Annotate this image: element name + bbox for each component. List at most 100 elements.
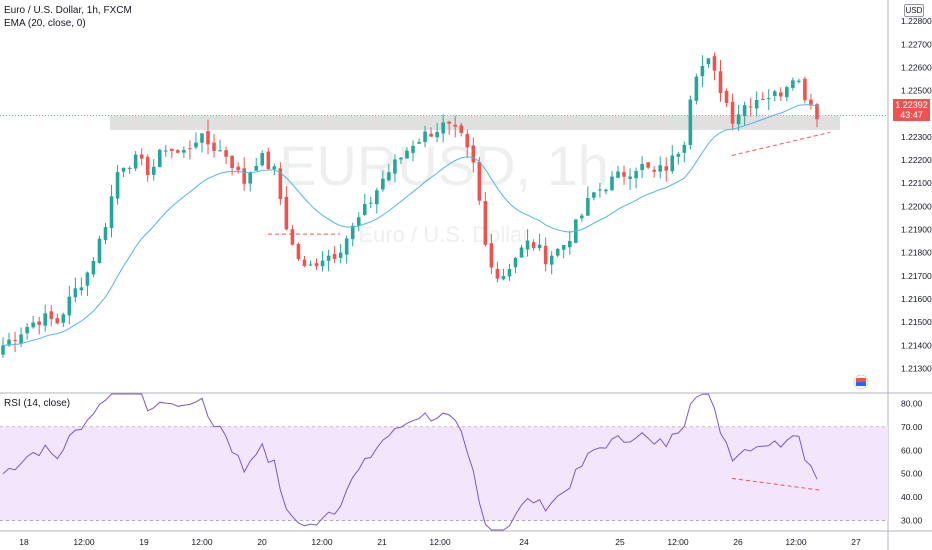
candle-body <box>139 154 144 159</box>
price-tick-label: 1.22700 <box>901 39 932 49</box>
candle-body <box>561 245 566 250</box>
candle-body <box>393 159 397 174</box>
candle-body <box>748 106 753 108</box>
countdown-timer: 43:47 <box>900 110 923 120</box>
candle-body <box>797 80 801 82</box>
candle-body <box>754 99 759 109</box>
currency-button[interactable]: USD <box>904 4 924 17</box>
rsi-pane <box>0 393 888 531</box>
price-tick-label: 1.21800 <box>901 248 932 258</box>
support-zone-rect <box>110 115 840 131</box>
rsi-band <box>0 426 888 521</box>
candle-body <box>236 166 240 171</box>
candle-body <box>254 165 259 171</box>
candle-body <box>549 255 554 265</box>
candle-body <box>700 65 705 77</box>
candle-body <box>646 162 650 168</box>
time-tick-label: 12:00 <box>191 537 213 547</box>
candle-body <box>543 245 548 265</box>
last-price-value: 1.22392 <box>895 100 928 110</box>
candle-body <box>170 148 174 151</box>
candle-body <box>586 198 590 216</box>
candle-body <box>519 247 524 258</box>
candle-body <box>712 56 717 71</box>
price-tick-label: 1.21600 <box>901 294 932 304</box>
price-tick-label: 1.21500 <box>901 317 932 327</box>
price-tick-label: 1.22300 <box>901 132 932 142</box>
candle-body <box>676 153 681 157</box>
rsi-tick-label: 70.00 <box>901 422 923 432</box>
ema-legend[interactable]: EMA (20, close, 0) <box>4 18 86 29</box>
time-tick-label: 25 <box>615 537 625 547</box>
candle-body <box>803 78 807 101</box>
candle-body <box>242 168 246 184</box>
candle-body <box>580 215 584 219</box>
candle-body <box>218 150 222 152</box>
candle-body <box>555 248 560 256</box>
candle-body <box>188 148 192 150</box>
rsi-legend[interactable]: RSI (14, close) <box>4 398 71 409</box>
candle-body <box>471 145 476 163</box>
candle-body <box>314 263 319 267</box>
candle-body <box>706 58 711 65</box>
rsi-trendline <box>731 477 821 491</box>
time-tick-label: 19 <box>139 537 149 547</box>
ema-path <box>2 104 818 346</box>
candle-body <box>537 244 542 249</box>
chart-legend: Euro / U.S. Dollar, 1h, FXCM EMA (20, cl… <box>4 4 132 30</box>
candle-body <box>308 264 313 266</box>
candle-body <box>592 192 596 198</box>
candle-body <box>344 238 349 255</box>
candle-body <box>176 150 180 153</box>
candle-body <box>495 268 500 279</box>
candle-body <box>302 259 307 266</box>
candle-body <box>182 149 186 153</box>
candle-body <box>212 142 216 151</box>
candle-body <box>525 240 530 250</box>
candle-body <box>61 314 66 323</box>
candle-body <box>652 169 656 172</box>
candle-body <box>423 131 427 143</box>
price-tick-label: 1.21400 <box>901 340 932 350</box>
candle-body <box>760 98 765 100</box>
price-tick-label: 1.21900 <box>901 225 932 235</box>
candlestick-series <box>1 52 819 358</box>
candle-body <box>664 166 669 171</box>
candle-body <box>405 150 409 159</box>
candle-body <box>399 157 403 160</box>
candle-body <box>785 87 789 98</box>
candle-body <box>133 154 138 169</box>
time-tick-label: 12:00 <box>785 537 807 547</box>
candle-body <box>791 80 795 88</box>
time-tick-label: 24 <box>519 537 529 547</box>
flag-icon[interactable] <box>853 374 869 390</box>
candle-body <box>507 268 512 277</box>
candle-body <box>127 167 132 169</box>
time-tick-label: 12:00 <box>429 537 451 547</box>
support-zone <box>0 115 888 131</box>
candle-body <box>598 189 602 191</box>
candle-body <box>531 242 536 248</box>
candle-body <box>157 149 162 168</box>
candle-body <box>356 217 361 226</box>
watermark-symbol: EURUSD, 1h <box>279 134 609 197</box>
time-tick-label: 21 <box>377 537 387 547</box>
candle-body <box>121 167 126 172</box>
candle-body <box>447 121 451 124</box>
candle-body <box>778 92 783 97</box>
price-tick-label: 1.22600 <box>901 63 932 73</box>
candle-body <box>742 105 747 117</box>
candle-body <box>7 339 11 346</box>
candle-body <box>658 165 663 172</box>
candle-body <box>206 131 210 145</box>
ema-line <box>2 104 818 346</box>
candle-body <box>429 133 433 137</box>
candle-body <box>375 190 379 205</box>
candle-body <box>37 321 41 325</box>
symbol-title[interactable]: Euro / U.S. Dollar, 1h, FXCM <box>4 5 132 16</box>
candle-body <box>809 99 813 106</box>
rsi-tick-label: 40.00 <box>901 492 923 502</box>
price-tick-label: 1.22100 <box>901 178 932 188</box>
candle-body <box>320 260 325 267</box>
